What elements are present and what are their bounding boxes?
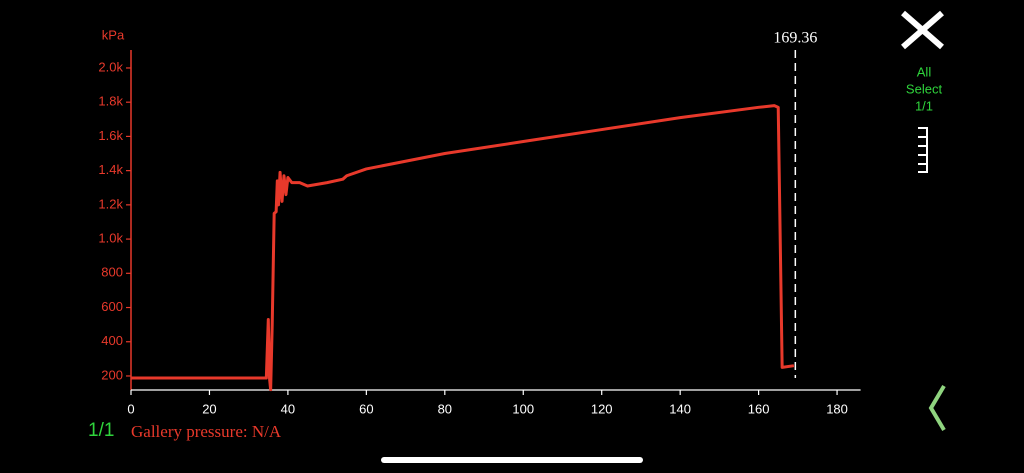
y-tick-label: 400 (101, 333, 123, 348)
cursor-label: 169.36 (773, 30, 817, 47)
sidebar-select[interactable]: Select (906, 81, 943, 96)
x-tick-label: 40 (281, 401, 295, 416)
y-tick-label: 2.0k (98, 59, 123, 74)
y-tick-label: 1.6k (98, 128, 123, 143)
y-tick-label: 1.0k (98, 231, 123, 246)
close-button[interactable] (901, 10, 944, 50)
x-tick-label: 0 (127, 401, 134, 416)
y-tick-label: 800 (101, 265, 123, 280)
y-tick-label: 200 (101, 367, 123, 382)
status-text: Gallery pressure: N/A (131, 422, 282, 441)
x-tick-label: 140 (669, 401, 691, 416)
close-stroke (901, 10, 944, 50)
y-tick-label: 600 (101, 299, 123, 314)
y-tick-label: 1.2k (98, 196, 123, 211)
y-tick-label: 1.4k (98, 162, 123, 177)
sidebar-count: 1/1 (915, 98, 933, 113)
plot: 200 400 600 800 1.0k 1.2k 1.4k 1.6k 1.8k 2.0k 0 20 4… (98, 30, 861, 416)
x-tick-label: 180 (826, 401, 848, 416)
y-axis-label: kPa (102, 27, 125, 42)
x-tick-label: 120 (591, 401, 613, 416)
ruler-icon[interactable] (918, 127, 928, 173)
back-chevron[interactable] (928, 384, 946, 432)
page-indicator: 1/1 (88, 420, 114, 441)
x-tick-label: 100 (512, 401, 534, 416)
x-tick-label: 20 (202, 401, 216, 416)
x-tick-label: 80 (438, 401, 452, 416)
x-tick-label: 160 (748, 401, 770, 416)
sidebar-all[interactable]: All (917, 64, 932, 79)
pressure-line (131, 104, 795, 392)
x-tick-label: 60 (359, 401, 373, 416)
home-indicator (381, 457, 643, 463)
y-tick-label: 1.8k (98, 94, 123, 109)
